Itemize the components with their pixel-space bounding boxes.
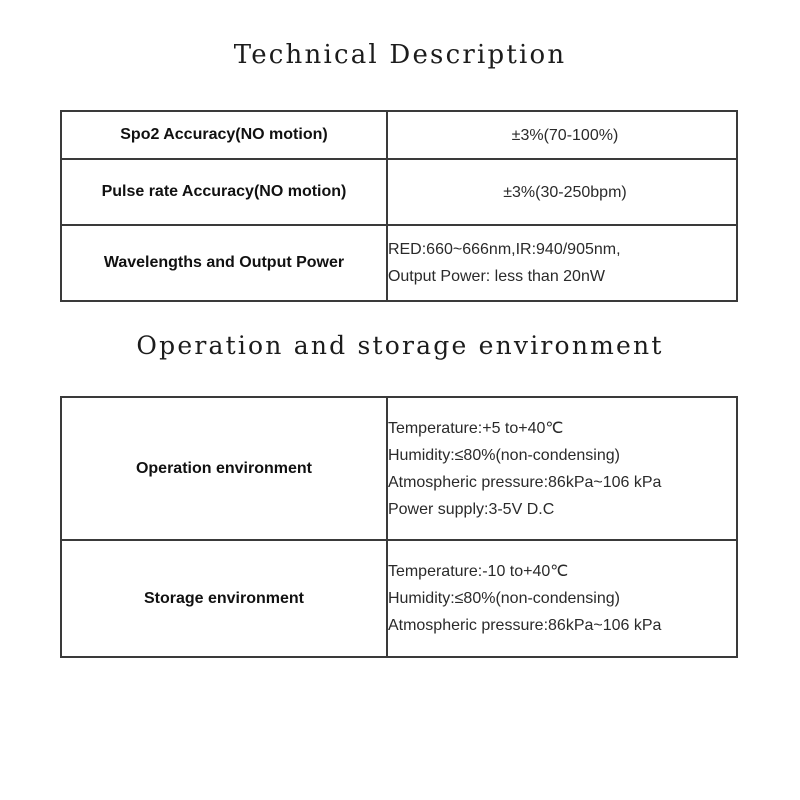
spec-label-cell: Operation environment	[60, 396, 388, 541]
spec-value-line: Power supply:3-5V D.C	[387, 500, 555, 518]
page-title-technical-description: Technical Description	[233, 40, 567, 70]
spec-value-cell: Temperature:+5 to+40℃ Humidity:≤80%(non-…	[385, 396, 739, 541]
table-row: Storage environment Temperature:-10 to+4…	[60, 539, 739, 658]
spec-value-line: RED:660~666nm,IR:940/905nm,	[387, 241, 621, 258]
table-row: Operation environment Temperature:+5 to+…	[60, 396, 739, 541]
spec-value-line: Temperature:-10 to+40℃	[387, 563, 569, 580]
spec-value-cell: Temperature:-10 to+40℃ Humidity:≤80%(non…	[385, 539, 739, 658]
table-row: Wavelengths and Output Power RED:660~666…	[60, 224, 739, 302]
spec-value-line: Output Power: less than 20nW	[387, 268, 605, 285]
spec-value-line: Humidity:≤80%(non-condensing)	[387, 590, 620, 607]
environment-table: Operation environment Temperature:+5 to+…	[60, 396, 739, 658]
technical-description-table: Spo2 Accuracy(NO motion) ±3%(70-100%) Pu…	[60, 110, 739, 302]
spec-label-text: Pulse rate Accuracy(NO motion)	[101, 183, 347, 200]
spec-label-text: Wavelengths and Output Power	[103, 254, 345, 271]
spec-value-line: ±3%(30-250bpm)	[503, 183, 627, 201]
spec-value-cell: ±3%(30-250bpm)	[385, 158, 739, 226]
spec-label-cell: Pulse rate Accuracy(NO motion)	[60, 158, 388, 226]
spec-value-line: Atmospheric pressure:86kPa~106 kPa	[387, 473, 662, 491]
spec-label-cell: Spo2 Accuracy(NO motion)	[60, 110, 388, 160]
page-title-operation-storage-environment: Operation and storage environment	[136, 331, 664, 360]
spec-label-text: Spo2 Accuracy(NO motion)	[120, 126, 328, 143]
spec-value-line: Temperature:+5 to+40℃	[387, 419, 564, 437]
spec-value-cell: RED:660~666nm,IR:940/905nm, Output Power…	[385, 224, 739, 302]
spec-value-line: Atmospheric pressure:86kPa~106 kPa	[387, 617, 662, 634]
spec-label-text: Storage environment	[143, 589, 304, 607]
spec-value-line: Humidity:≤80%(non-condensing)	[387, 446, 620, 464]
spec-label-cell: Storage environment	[60, 539, 388, 658]
spec-label-cell: Wavelengths and Output Power	[60, 224, 388, 302]
table-row: Pulse rate Accuracy(NO motion) ±3%(30-25…	[60, 158, 739, 226]
spec-label-text: Operation environment	[135, 459, 312, 477]
table-row: Spo2 Accuracy(NO motion) ±3%(70-100%)	[60, 110, 739, 160]
spec-value-cell: ±3%(70-100%)	[385, 110, 739, 160]
spec-value-line: ±3%(70-100%)	[511, 126, 619, 144]
